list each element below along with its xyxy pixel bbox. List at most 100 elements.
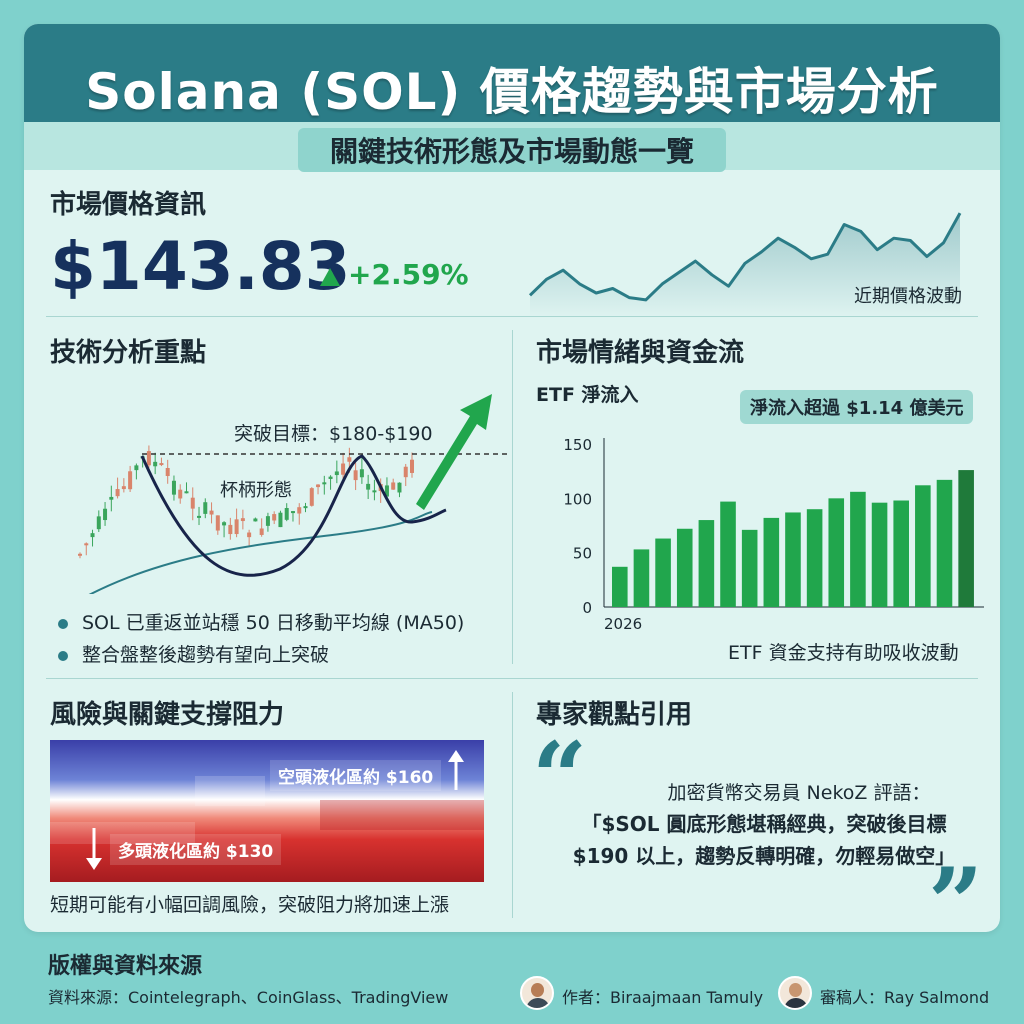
etf-bar (915, 485, 931, 607)
candle-body (197, 515, 202, 518)
price-value: $143.83 (50, 228, 351, 305)
author-name: 作者：Biraajmaan Tamuly (562, 988, 764, 1007)
pattern-label: 杯柄形態 (220, 480, 292, 501)
candle-body (121, 486, 126, 490)
close-quote-icon: ” (928, 847, 984, 933)
candle-body (78, 553, 82, 556)
candle-body (115, 489, 120, 497)
candle-body (284, 508, 289, 520)
candle-body (265, 516, 270, 526)
etf-bar-chart: 0 50 100 150 2026 (563, 436, 984, 633)
up-arrow-icon (320, 268, 340, 286)
header: Solana (SOL) 價格趨勢與市場分析 關鍵技術形態及市場動態一覽 (24, 24, 1000, 172)
quote-line-1: 「$SOL 圓底形態堪稱經典，突破後目標 (581, 812, 947, 836)
etf-bar (763, 517, 780, 607)
etf-bar (698, 520, 715, 607)
page-subtitle: 關鍵技術形態及市場動態一覽 (297, 128, 726, 172)
candle-body (153, 461, 158, 467)
open-quote-icon: “ (532, 721, 588, 834)
candle-body (253, 518, 258, 522)
quote-speaker: 加密貨幣交易員 NekoZ 評語： (667, 782, 931, 804)
risk-title: 風險與關鍵支撐阻力 (50, 700, 285, 730)
sparkline-label: 近期價格波動 (854, 286, 962, 307)
etf-bar (893, 500, 909, 607)
candle-body (234, 519, 239, 535)
candle-body (290, 511, 295, 514)
candle-body (171, 480, 176, 495)
y-tick-label: 100 (563, 490, 592, 508)
candle-body (184, 491, 189, 494)
divider (46, 316, 978, 317)
candle-body (240, 518, 245, 522)
candle-body (309, 488, 314, 506)
technical-title: 技術分析重點 (50, 338, 207, 368)
footer-sources: 資料來源：Cointelegraph、CoinGlass、TradingView (48, 988, 449, 1007)
sparkline-line (528, 212, 962, 302)
breakout-arrow-icon (416, 394, 492, 510)
etf-bar (828, 498, 845, 607)
candle-body (247, 532, 252, 538)
candle-body (303, 506, 308, 509)
candle-body (84, 543, 89, 546)
etf-bar (676, 528, 693, 607)
long-liquidation-label: 多頭液化區約 $130 (110, 834, 282, 865)
candle-body (222, 522, 227, 526)
cup-handle-curve (140, 454, 447, 577)
candle-body (316, 484, 321, 488)
y-tick-label: 0 (582, 599, 592, 617)
reviewer-name: 審稿人：Ray Salmond (820, 988, 990, 1007)
etf-bar (806, 509, 823, 607)
quote-line-2: $190 以上，趨勢反轉明確，勿輕易做空」 (572, 844, 956, 868)
candle-body (272, 514, 277, 521)
short-liquidation-label: 空頭液化區約 $160 (270, 760, 442, 791)
x-tick-label: 2026 (604, 615, 642, 633)
candle-body (297, 507, 302, 514)
page-title: Solana (SOL) 價格趨勢與市場分析 (85, 63, 939, 121)
divider (512, 692, 513, 918)
candle-body (215, 515, 220, 531)
y-tick-label: 150 (563, 436, 592, 454)
candle-body (359, 469, 364, 478)
etf-note: ETF 資金支持有助吸收波動 (728, 642, 959, 664)
reviewer-avatar (778, 976, 812, 1010)
technical-bullet-1: SOL 已重返並站穩 50 日移動平均線 (MA50) (58, 608, 464, 635)
etf-bar (871, 502, 888, 607)
etf-bar (785, 512, 801, 607)
etf-bar (958, 470, 974, 607)
candle-body (146, 451, 151, 466)
heatmap-gradient (50, 740, 484, 882)
candle-body (372, 490, 377, 493)
etf-bar (655, 538, 671, 607)
candle-body (334, 471, 339, 476)
ma50-line (88, 511, 433, 594)
candle-body (209, 510, 214, 515)
candle-body (403, 466, 408, 478)
etf-bar (612, 566, 628, 607)
bullet-dot-icon (58, 650, 68, 661)
etf-bar (936, 479, 953, 607)
heatmap-band (320, 800, 484, 830)
candle-body (90, 533, 95, 538)
price-change: +2.59% (348, 258, 469, 291)
up-arrow-head-icon (448, 750, 464, 762)
candle-body (353, 470, 358, 481)
divider (512, 330, 513, 664)
divider (46, 678, 978, 679)
heatmap-band (195, 776, 265, 806)
candle-body (259, 528, 264, 535)
candle-body (397, 482, 402, 493)
breakout-target-label: 突破目標：$180-$190 (234, 423, 433, 445)
liquidation-heatmap (50, 740, 484, 882)
candle-body (410, 459, 414, 473)
sparkline-area (530, 213, 960, 319)
candle-body (134, 465, 139, 471)
candle-body (278, 512, 283, 528)
candle-body (341, 463, 346, 475)
sentiment-title: 市場情緒與資金流 (536, 338, 745, 368)
etf-bar (741, 529, 758, 607)
etf-bar (633, 549, 650, 607)
bullet-dot-icon (58, 618, 68, 629)
candle-body (347, 457, 352, 462)
price-sparkline (528, 212, 962, 319)
author-avatar (520, 976, 554, 1010)
